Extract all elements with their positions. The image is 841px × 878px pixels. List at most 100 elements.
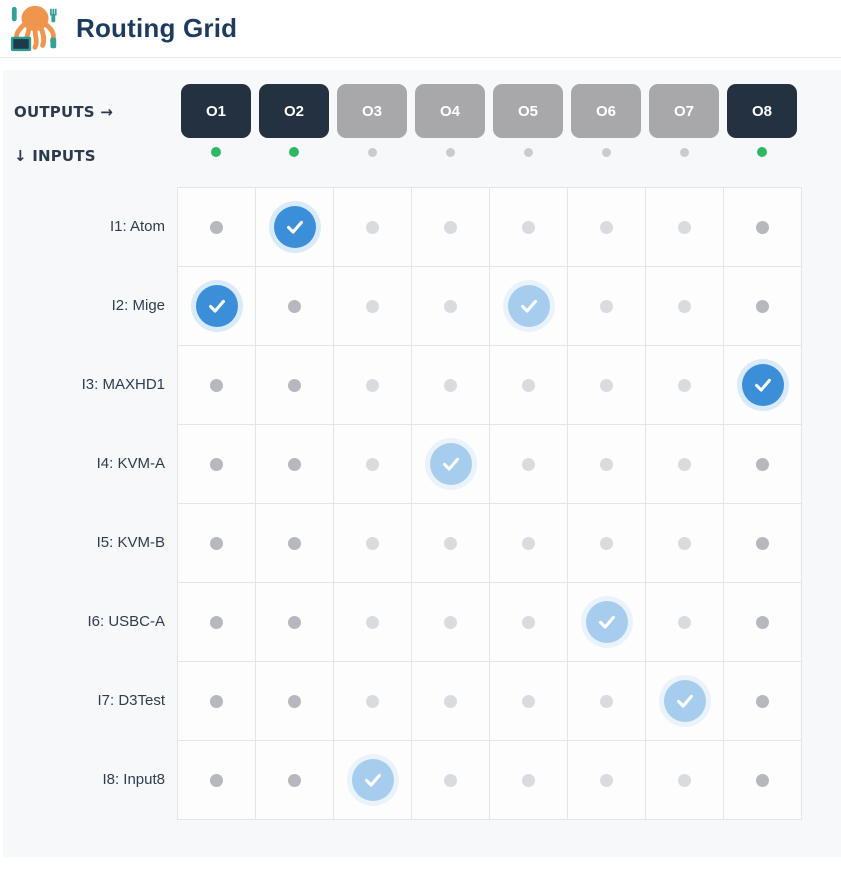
route-cell-I4-O7[interactable] [646,425,724,504]
route-cell-I3-O4[interactable] [412,346,490,425]
route-cell-I3-O6[interactable] [568,346,646,425]
route-cell-I2-O3[interactable] [334,267,412,346]
route-cell-I6-O4[interactable] [412,583,490,662]
idle-dot-icon [210,220,223,234]
route-cell-I1-O5[interactable] [490,188,568,267]
route-cell-I4-O5[interactable] [490,425,568,504]
idle-dot-icon [522,220,535,234]
route-cell-I4-O4[interactable] [412,425,490,504]
route-cell-I7-O6[interactable] [568,662,646,741]
route-cell-I4-O3[interactable] [334,425,412,504]
route-cell-I6-O1[interactable] [178,583,256,662]
output-button-O4[interactable]: O4 [415,84,485,138]
route-cell-I6-O7[interactable] [646,583,724,662]
app-header: Routing Grid [0,0,841,58]
output-button-O3[interactable]: O3 [337,84,407,138]
output-button-O6[interactable]: O6 [571,84,641,138]
input-label-I5: I5: KVM-B [96,534,165,551]
idle-dot-icon [288,457,301,471]
route-cell-I2-O5[interactable] [490,267,568,346]
output-button-O2[interactable]: O2 [259,84,329,138]
idle-dot-icon [678,615,691,629]
route-cell-I6-O5[interactable] [490,583,568,662]
idle-dot-icon [600,220,613,234]
route-cell-I2-O4[interactable] [412,267,490,346]
route-cell-I8-O7[interactable] [646,741,724,820]
route-check-icon [195,285,238,327]
route-cell-I8-O2[interactable] [256,741,334,820]
route-cell-I5-O6[interactable] [568,504,646,583]
route-cell-I3-O7[interactable] [646,346,724,425]
route-cell-I6-O6[interactable] [568,583,646,662]
route-cell-I5-O8[interactable] [724,504,802,583]
route-cell-I1-O2[interactable] [256,188,334,267]
route-cell-I8-O1[interactable] [178,741,256,820]
route-cell-I6-O8[interactable] [724,583,802,662]
idle-dot-icon [522,694,535,708]
idle-dot-icon [366,694,379,708]
route-cell-I8-O3[interactable] [334,741,412,820]
route-cell-I4-O2[interactable] [256,425,334,504]
idle-dot-icon [288,536,301,550]
route-cell-I3-O1[interactable] [178,346,256,425]
route-cell-I1-O6[interactable] [568,188,646,267]
route-cell-I2-O7[interactable] [646,267,724,346]
route-check-icon [741,364,784,406]
route-cell-I2-O2[interactable] [256,267,334,346]
route-cell-I5-O4[interactable] [412,504,490,583]
route-cell-I7-O2[interactable] [256,662,334,741]
idle-dot-icon [756,536,769,550]
route-cell-I3-O2[interactable] [256,346,334,425]
route-cell-I1-O1[interactable] [178,188,256,267]
route-cell-I7-O5[interactable] [490,662,568,741]
outputs-header-row: O1 O2 O3 O4 O5 O6 O7 O8 [177,84,801,138]
idle-dot-icon [756,773,769,787]
output-button-O1[interactable]: O1 [181,84,251,138]
route-cell-I3-O5[interactable] [490,346,568,425]
route-cell-I7-O8[interactable] [724,662,802,741]
output-status-dot-O1 [211,147,221,157]
route-cell-I8-O5[interactable] [490,741,568,820]
route-cell-I1-O3[interactable] [334,188,412,267]
idle-dot-icon [756,694,769,708]
idle-dot-icon [288,299,301,313]
route-cell-I1-O4[interactable] [412,188,490,267]
route-cell-I8-O8[interactable] [724,741,802,820]
route-cell-I3-O8[interactable] [724,346,802,425]
output-button-O8[interactable]: O8 [727,84,797,138]
route-cell-I1-O8[interactable] [724,188,802,267]
idle-dot-icon [210,457,223,471]
route-cell-I5-O7[interactable] [646,504,724,583]
route-cell-I4-O8[interactable] [724,425,802,504]
route-cell-I7-O4[interactable] [412,662,490,741]
route-cell-I8-O6[interactable] [568,741,646,820]
route-cell-I4-O6[interactable] [568,425,646,504]
route-cell-I7-O3[interactable] [334,662,412,741]
route-cell-I8-O4[interactable] [412,741,490,820]
route-cell-I2-O6[interactable] [568,267,646,346]
route-cell-I2-O8[interactable] [724,267,802,346]
route-cell-I4-O1[interactable] [178,425,256,504]
route-cell-I6-O3[interactable] [334,583,412,662]
route-cell-I1-O7[interactable] [646,188,724,267]
route-cell-I5-O2[interactable] [256,504,334,583]
output-status-dot-O7 [679,147,689,157]
idle-dot-icon [288,694,301,708]
route-cell-I5-O3[interactable] [334,504,412,583]
route-cell-I6-O2[interactable] [256,583,334,662]
idle-dot-icon [444,299,457,313]
route-cell-I7-O1[interactable] [178,662,256,741]
idle-dot-icon [600,457,613,471]
route-cell-I5-O5[interactable] [490,504,568,583]
route-cell-I7-O7[interactable] [646,662,724,741]
idle-dot-icon [522,378,535,392]
route-cell-I3-O3[interactable] [334,346,412,425]
outputs-status-dot-row [177,144,801,160]
idle-dot-icon [366,536,379,550]
idle-dot-icon [678,220,691,234]
output-button-O5[interactable]: O5 [493,84,563,138]
route-cell-I5-O1[interactable] [178,504,256,583]
idle-dot-icon [288,773,301,787]
output-button-O7[interactable]: O7 [649,84,719,138]
route-cell-I2-O1[interactable] [178,267,256,346]
